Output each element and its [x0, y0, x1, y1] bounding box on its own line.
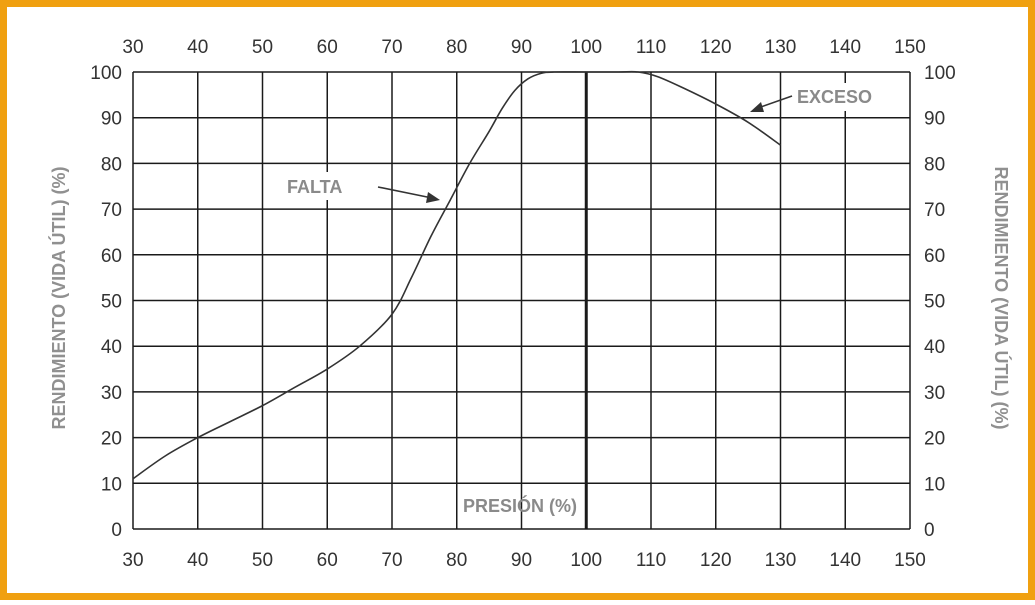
- series-line: [132, 70, 781, 480]
- x-tick-top-140: 140: [829, 37, 861, 58]
- y-tick-right-90: 90: [924, 109, 945, 130]
- x-tick-bottom-50: 50: [252, 550, 273, 571]
- x-tick-top-60: 60: [317, 37, 338, 58]
- y-tick-left-100: 100: [90, 63, 122, 84]
- x-tick-top-120: 120: [700, 37, 732, 58]
- y-tick-right-100: 100: [924, 63, 956, 84]
- x-tick-bottom-30: 30: [122, 550, 143, 571]
- y-tick-right-40: 40: [924, 337, 945, 358]
- y-tick-right-80: 80: [924, 154, 945, 175]
- y-axis-label-right: RENDIMIENTO (VIDA ÚTIL) (%): [991, 167, 1012, 430]
- y-tick-left-70: 70: [101, 200, 122, 221]
- y-tick-right-0: 0: [924, 520, 935, 541]
- x-tick-bottom-90: 90: [511, 550, 532, 571]
- y-tick-left-90: 90: [101, 109, 122, 130]
- y-tick-left-80: 80: [101, 154, 122, 175]
- x-tick-bottom-140: 140: [829, 550, 861, 571]
- x-tick-top-150: 150: [894, 37, 926, 58]
- falta-arrow: [377, 186, 440, 203]
- y-tick-left-10: 10: [101, 474, 122, 495]
- y-tick-left-50: 50: [101, 292, 122, 313]
- x-tick-bottom-70: 70: [381, 550, 402, 571]
- x-tick-bottom-40: 40: [187, 550, 208, 571]
- y-tick-left-30: 30: [101, 383, 122, 404]
- x-tick-top-90: 90: [511, 37, 532, 58]
- y-tick-right-60: 60: [924, 246, 945, 267]
- x-tick-bottom-80: 80: [446, 550, 467, 571]
- x-tick-bottom-60: 60: [317, 550, 338, 571]
- y-tick-right-20: 20: [924, 429, 945, 450]
- exceso-arrow: [750, 95, 793, 112]
- x-tick-bottom-110: 110: [636, 550, 666, 571]
- x-tick-top-100: 100: [570, 37, 602, 58]
- exceso-label-bg: [792, 83, 898, 111]
- x-tick-top-80: 80: [446, 37, 467, 58]
- x-tick-bottom-130: 130: [765, 550, 797, 571]
- x-tick-top-30: 30: [122, 37, 143, 58]
- y-tick-left-20: 20: [101, 429, 122, 450]
- tick-labels: 3030404050506060707080809090100100110110…: [90, 37, 955, 571]
- annotation-falta: FALTA: [287, 177, 342, 197]
- y-tick-left-60: 60: [101, 246, 122, 267]
- y-tick-right-30: 30: [924, 383, 945, 404]
- y-axis-label-left: RENDIMIENTO (VIDA ÚTIL) (%): [48, 167, 69, 430]
- y-tick-right-70: 70: [924, 200, 945, 221]
- x-tick-bottom-150: 150: [894, 550, 926, 571]
- x-tick-top-70: 70: [381, 37, 402, 58]
- x-axis-label: PRESIÓN (%): [463, 495, 577, 516]
- y-tick-right-10: 10: [924, 474, 945, 495]
- y-tick-left-40: 40: [101, 337, 122, 358]
- falta-label-bg: [282, 172, 366, 200]
- y-tick-left-0: 0: [111, 520, 122, 541]
- grid: [132, 71, 911, 530]
- x-tick-top-130: 130: [765, 37, 797, 58]
- x-tick-bottom-120: 120: [700, 550, 732, 571]
- x-tick-top-40: 40: [187, 37, 208, 58]
- x-tick-top-50: 50: [252, 37, 273, 58]
- annotation-exceso: EXCESO: [797, 87, 872, 107]
- x-tick-bottom-100: 100: [570, 550, 602, 571]
- x-tick-top-110: 110: [636, 37, 666, 58]
- y-tick-right-50: 50: [924, 292, 945, 313]
